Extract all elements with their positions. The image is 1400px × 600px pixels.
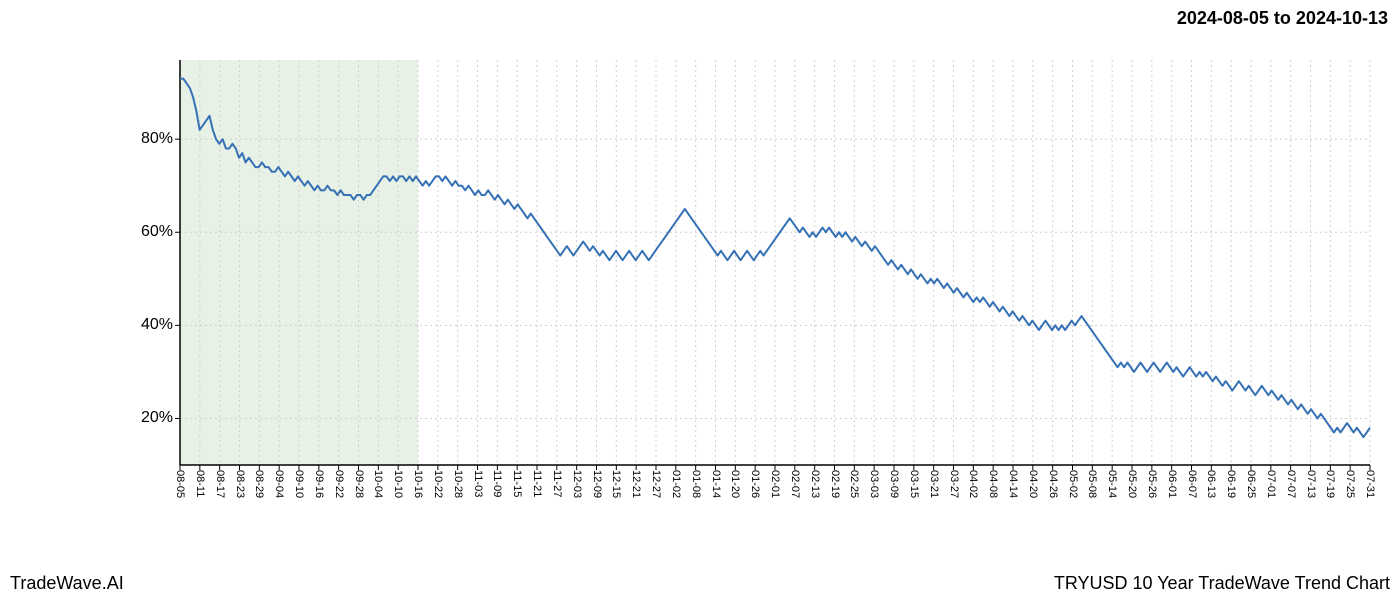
xtick-label: 08-23 <box>234 470 246 498</box>
xtick-label: 08-29 <box>253 470 265 498</box>
xtick-label: 05-14 <box>1106 470 1118 498</box>
xtick-label: 10-10 <box>392 470 404 498</box>
xtick-label: 12-03 <box>571 470 583 498</box>
xtick-label: 11-27 <box>551 470 563 497</box>
xtick-label: 03-03 <box>868 470 880 498</box>
xtick-label: 04-14 <box>1007 470 1019 498</box>
ytick-label: 40% <box>125 316 173 334</box>
xtick-label: 01-02 <box>670 470 682 498</box>
xtick-label: 02-07 <box>789 470 801 498</box>
xtick-label: 08-05 <box>174 470 186 498</box>
date-range-label: 2024-08-05 to 2024-10-13 <box>1177 8 1388 29</box>
xtick-label: 12-09 <box>591 470 603 498</box>
plot-area <box>180 60 1370 465</box>
xtick-label: 07-13 <box>1305 470 1317 498</box>
xtick-label: 12-27 <box>650 470 662 498</box>
xtick-label: 11-03 <box>472 470 484 497</box>
xtick-label: 01-20 <box>729 470 741 498</box>
xtick-label: 09-04 <box>273 470 285 498</box>
ytick-label: 60% <box>125 223 173 241</box>
xtick-label: 06-19 <box>1225 470 1237 498</box>
xtick-label: 01-08 <box>690 470 702 498</box>
xtick-label: 03-21 <box>928 470 940 498</box>
xtick-label: 11-09 <box>491 470 503 497</box>
xtick-label: 11-15 <box>511 470 523 497</box>
xtick-label: 07-25 <box>1344 470 1356 498</box>
xtick-label: 03-27 <box>948 470 960 498</box>
xtick-label: 12-15 <box>610 470 622 498</box>
xtick-label: 06-01 <box>1166 470 1178 498</box>
xtick-label: 06-07 <box>1186 470 1198 498</box>
xtick-label: 09-28 <box>353 470 365 498</box>
ytick-label: 20% <box>125 409 173 427</box>
xtick-label: 11-21 <box>531 470 543 497</box>
xtick-label: 07-19 <box>1324 470 1336 498</box>
xtick-label: 07-31 <box>1364 470 1376 498</box>
xtick-label: 10-16 <box>412 470 424 498</box>
xtick-label: 04-26 <box>1047 470 1059 498</box>
xtick-label: 03-09 <box>888 470 900 498</box>
chart-svg <box>180 60 1370 465</box>
xtick-label: 02-25 <box>848 470 860 498</box>
xtick-label: 06-25 <box>1245 470 1257 498</box>
xtick-label: 06-13 <box>1205 470 1217 498</box>
footer-title: TRYUSD 10 Year TradeWave Trend Chart <box>1054 573 1390 594</box>
xtick-label: 09-16 <box>313 470 325 498</box>
xtick-label: 05-08 <box>1086 470 1098 498</box>
xtick-label: 01-26 <box>749 470 761 498</box>
xtick-label: 09-10 <box>293 470 305 498</box>
xtick-label: 03-15 <box>908 470 920 498</box>
xtick-label: 02-13 <box>809 470 821 498</box>
xtick-label: 01-14 <box>710 470 722 498</box>
xtick-label: 05-26 <box>1146 470 1158 498</box>
xtick-label: 05-02 <box>1067 470 1079 498</box>
xtick-label: 02-01 <box>769 470 781 498</box>
ytick-label: 80% <box>125 130 173 148</box>
xtick-label: 04-02 <box>967 470 979 498</box>
xtick-label: 10-28 <box>452 470 464 498</box>
xtick-label: 04-08 <box>987 470 999 498</box>
xtick-label: 04-20 <box>1027 470 1039 498</box>
xtick-label: 02-19 <box>829 470 841 498</box>
xtick-label: 09-22 <box>333 470 345 498</box>
xtick-label: 08-11 <box>194 470 206 497</box>
xtick-label: 07-07 <box>1285 470 1297 498</box>
xtick-label: 08-17 <box>214 470 226 498</box>
xtick-label: 05-20 <box>1126 470 1138 498</box>
chart-frame: 2024-08-05 to 2024-10-13 TradeWave.AI TR… <box>0 0 1400 600</box>
footer-brand: TradeWave.AI <box>10 573 124 594</box>
xtick-label: 10-22 <box>432 470 444 498</box>
xtick-label: 07-01 <box>1265 470 1277 498</box>
xtick-label: 12-21 <box>630 470 642 498</box>
xtick-label: 10-04 <box>372 470 384 498</box>
